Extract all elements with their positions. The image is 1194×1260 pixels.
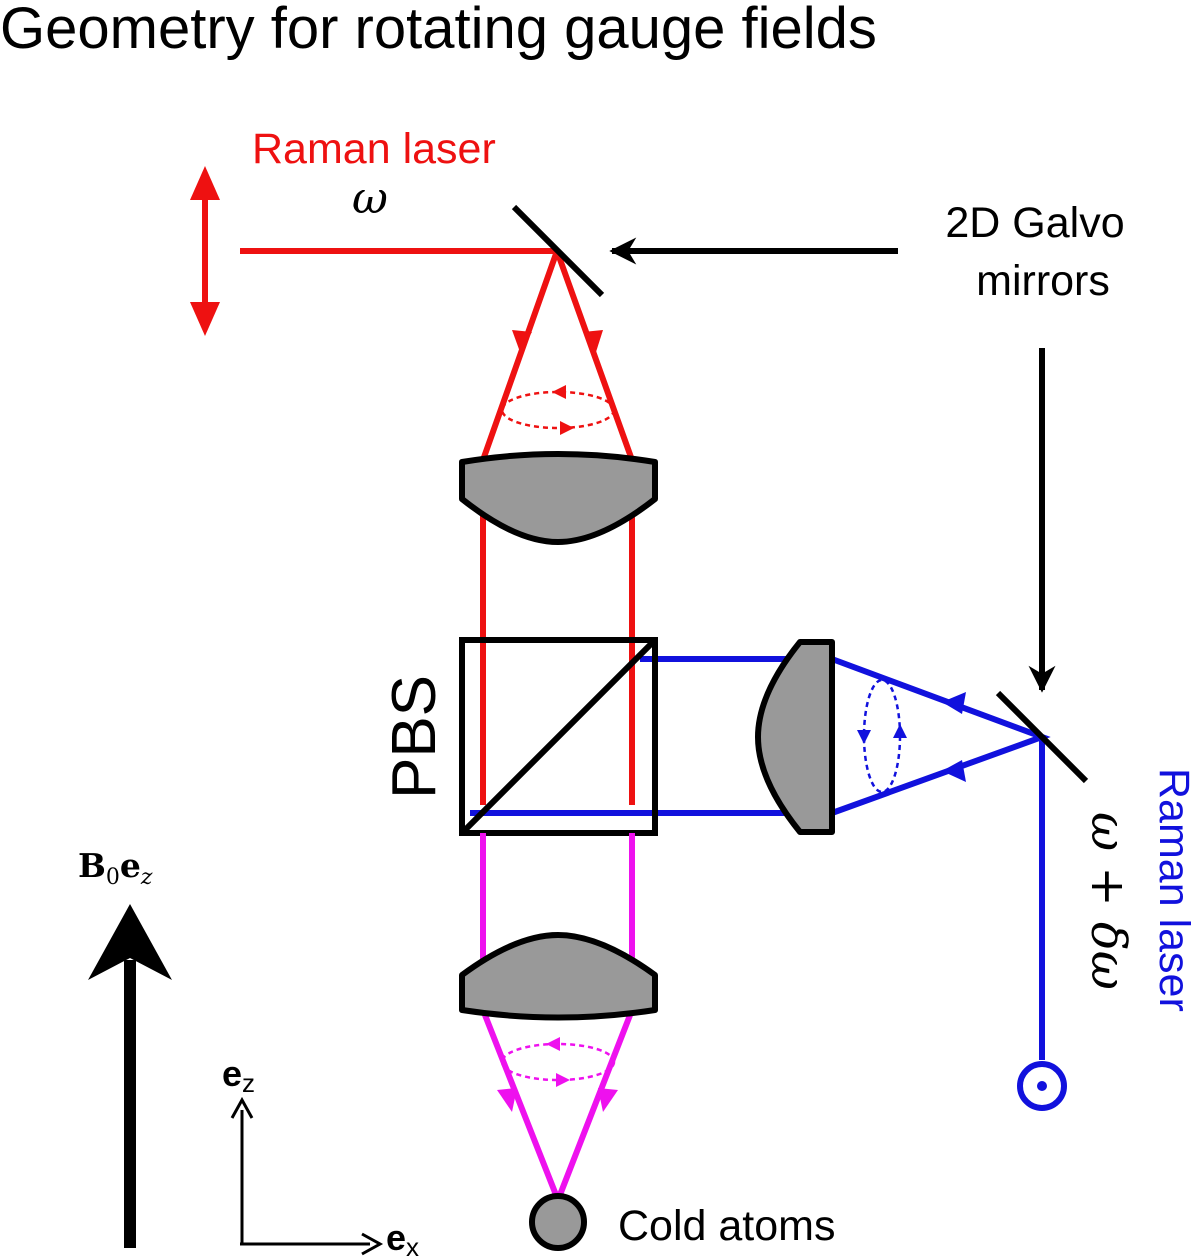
ex-axis-label: ex <box>386 1217 419 1260</box>
b-field-arrow-icon <box>88 904 172 1248</box>
bottom-lens <box>459 932 658 1021</box>
diagram-title: Geometry for rotating gauge fields <box>0 0 877 61</box>
omega-plus-delta-omega-label: ω + δω <box>1080 812 1136 990</box>
top-lens <box>459 451 658 545</box>
ez-axis-label: ez <box>222 1053 255 1098</box>
pbs-cube <box>459 637 658 836</box>
b-field-label: B0ez <box>78 846 153 890</box>
raman-laser-red-label: Raman laser <box>252 125 496 173</box>
right-galvo-mirror <box>995 690 1089 784</box>
red-beam-direction-arrows <box>512 330 603 352</box>
omega-label: ω <box>352 173 388 224</box>
filled-circle-icon <box>529 1193 587 1251</box>
coordinate-axes <box>230 1096 384 1256</box>
red-rotation-ellipse <box>500 385 616 435</box>
pbs-label: PBS <box>380 675 449 799</box>
circle-dot-icon <box>1017 1061 1067 1111</box>
raman-laser-blue-label: Raman laser <box>1150 768 1194 1012</box>
top-galvo-mirror <box>511 204 605 298</box>
magenta-rotation-ellipse <box>500 1037 616 1087</box>
right-lens <box>755 639 835 835</box>
galvo-label-line2: mirrors <box>976 257 1110 305</box>
red-double-arrow-icon <box>190 166 220 336</box>
blue-beam-direction-arrows <box>942 692 966 782</box>
cold-atoms-label: Cold atoms <box>618 1202 835 1250</box>
galvo-label-line1: 2D Galvo <box>945 199 1124 247</box>
blue-rotation-ellipse <box>857 678 907 794</box>
magenta-beam-direction-arrows <box>497 1088 618 1112</box>
